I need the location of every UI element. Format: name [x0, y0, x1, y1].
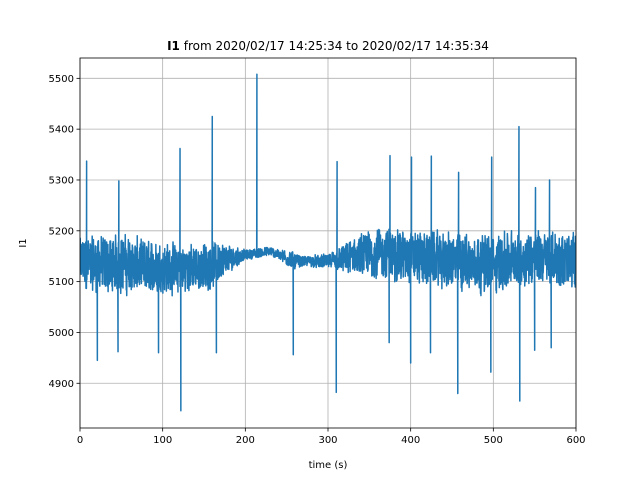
y-tick-label: 5100 — [49, 277, 74, 288]
x-axis-ticks: 0 100 200 300 400 500 600 — [77, 428, 586, 446]
chart-title: I1 from 2020/02/17 14:25:34 to 2020/02/1… — [167, 39, 489, 53]
x-tick-label: 100 — [153, 435, 172, 446]
x-tick-label: 400 — [401, 435, 420, 446]
data-series-group — [80, 73, 576, 412]
y-tick-label: 5400 — [49, 125, 74, 136]
y-tick-label: 4900 — [49, 379, 74, 390]
y-tick-label: 5000 — [49, 328, 74, 339]
y-axis-label: I1 — [18, 238, 29, 247]
y-tick-label: 5300 — [49, 175, 74, 186]
x-tick-label: 600 — [566, 435, 585, 446]
chart-title-rest: from 2020/02/17 14:25:34 to 2020/02/17 1… — [180, 39, 489, 53]
x-axis-label: time (s) — [309, 460, 348, 471]
x-tick-label: 300 — [318, 435, 337, 446]
chart-title-bold: I1 — [167, 39, 180, 53]
grid-lines — [79, 58, 577, 428]
y-tick-label: 5200 — [49, 226, 74, 237]
y-tick-label: 5500 — [49, 74, 74, 85]
series-line-i1 — [80, 73, 576, 412]
x-tick-label: 500 — [484, 435, 503, 446]
x-tick-label: 200 — [236, 435, 255, 446]
x-tick-label: 0 — [77, 435, 83, 446]
y-axis-ticks: 4900 5000 5100 5200 5300 5400 5500 — [49, 74, 80, 390]
